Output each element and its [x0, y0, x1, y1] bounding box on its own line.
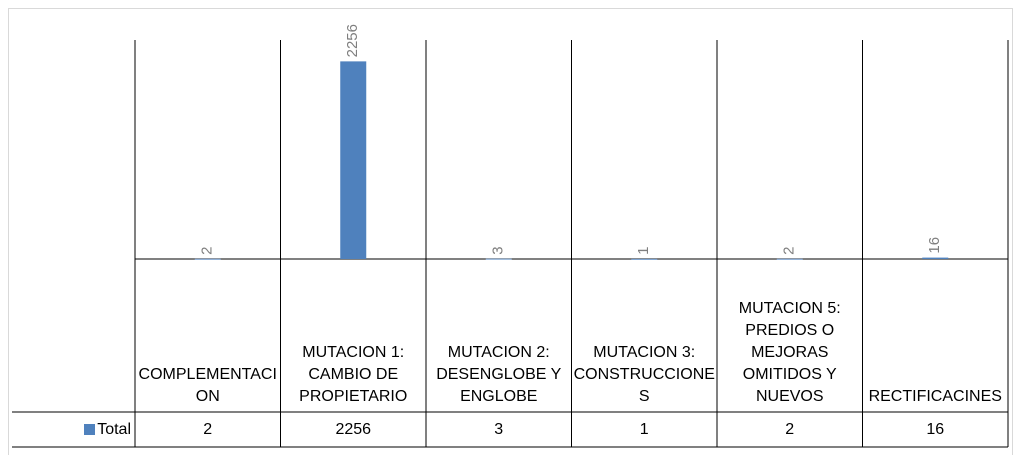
legend-label: Total — [97, 420, 131, 438]
category-label: MUTACION 2: DESENGLOBE Y ENGLOBE — [436, 344, 562, 405]
data-label: 1 — [635, 247, 652, 255]
bar — [194, 258, 221, 260]
category-label: COMPLEMENTACION — [138, 366, 277, 405]
category-label: MUTACION 3: CONSTRUCCIONES — [573, 344, 715, 405]
bar — [485, 258, 512, 260]
data-label: 2 — [781, 246, 798, 254]
category-label: MUTACION 5: PREDIOS O MEJORAS OMITIDOS Y… — [738, 300, 841, 405]
legend-entry: Total — [55, 412, 135, 447]
table-value: 1 — [639, 420, 649, 438]
category-label: MUTACION 1: CAMBIO DE PROPIETARIO — [299, 344, 408, 405]
legend-swatch — [84, 424, 96, 435]
data-label: 2 — [199, 246, 216, 254]
bar — [631, 258, 658, 260]
bar — [776, 258, 803, 260]
table-value: 2 — [785, 420, 795, 438]
category-label: RECTIFICACINES — [868, 388, 1002, 405]
data-label: 2256 — [344, 24, 361, 57]
table-value: 2 — [203, 420, 213, 438]
table-value: 2256 — [335, 420, 372, 438]
data-label: 3 — [490, 246, 507, 254]
data-label: 16 — [926, 237, 943, 254]
table-value: 3 — [494, 420, 504, 438]
chart-border — [8, 8, 1013, 455]
table-value: 16 — [926, 420, 945, 438]
bar — [922, 257, 949, 259]
bar — [340, 61, 367, 259]
